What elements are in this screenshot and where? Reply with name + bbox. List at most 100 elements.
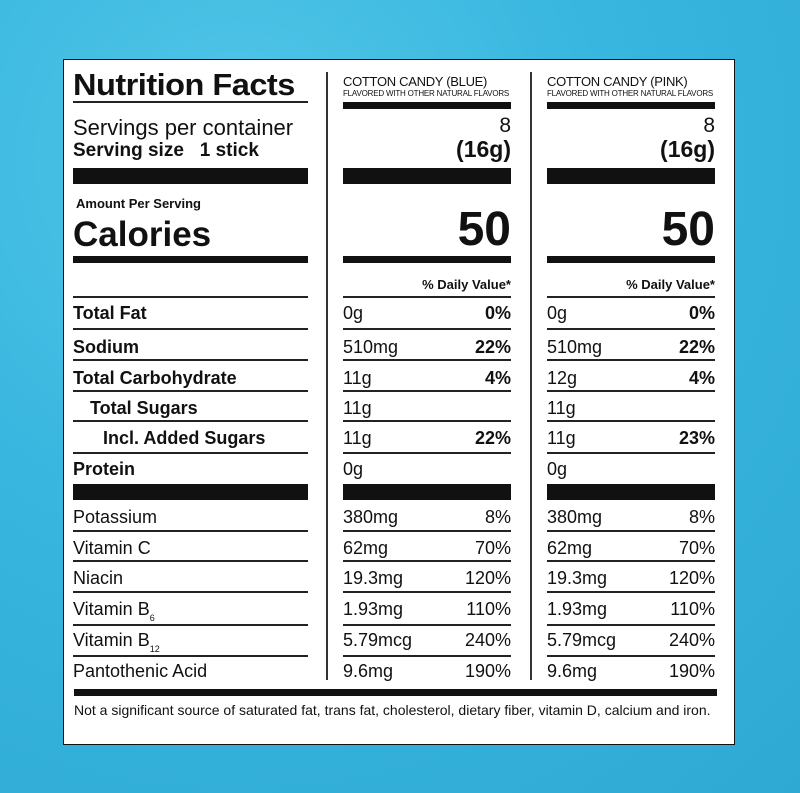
servings-value: 8	[499, 114, 511, 137]
divider	[343, 328, 511, 330]
divider	[73, 296, 308, 298]
divider	[73, 420, 308, 422]
daily-value-header: % Daily Value*	[422, 277, 511, 292]
thick-bar	[73, 256, 308, 263]
vitamin-daily-value: 70%	[474, 538, 511, 558]
nutrient-amount: 510mg	[547, 337, 603, 357]
divider	[547, 655, 715, 657]
divider	[73, 530, 308, 532]
vitamin-daily-value: 120%	[464, 568, 511, 588]
product-column-pink: COTTON CANDY (PINK) FLAVORED WITH OTHER …	[547, 74, 715, 98]
calories-value: 50	[661, 203, 715, 256]
thick-bar	[343, 102, 511, 109]
daily-value-header: % Daily Value*	[626, 277, 715, 292]
calories-label: Calories	[73, 215, 212, 254]
vitamin-amount: 62mg	[343, 538, 389, 558]
divider	[547, 296, 715, 298]
divider	[343, 655, 511, 657]
servings-value: 8	[703, 114, 715, 137]
vitamin-daily-value: 240%	[464, 630, 511, 650]
divider	[73, 655, 308, 657]
nutrient-daily-value: 22%	[474, 337, 511, 357]
divider	[343, 420, 511, 422]
vitamin-amount: 9.6mg	[343, 661, 394, 681]
thick-bar	[73, 484, 308, 500]
vitamin-amount: 380mg	[547, 507, 603, 527]
serving-size-grams: (16g)	[660, 136, 715, 162]
thick-bar	[547, 102, 715, 109]
vitamin-daily-value: 240%	[668, 630, 715, 650]
vitamin-name: Vitamin B	[73, 630, 150, 650]
vitamin-name: Vitamin B	[73, 599, 150, 619]
footnote: Not a significant source of saturated fa…	[74, 702, 711, 718]
divider	[547, 624, 715, 626]
divider	[343, 296, 511, 298]
nutrient-amount: 11g	[343, 428, 372, 448]
divider	[547, 452, 715, 454]
nutrient-label: Total Fat	[73, 303, 147, 323]
vitamin-daily-value: 110%	[670, 599, 715, 619]
vitamin-amount: 9.6mg	[547, 661, 598, 681]
nutrient-daily-value: 22%	[474, 428, 511, 448]
vitamin-daily-value: 190%	[464, 661, 511, 681]
vitamin-daily-value: 8%	[484, 507, 511, 527]
divider	[343, 624, 511, 626]
nutrient-amount: 0g	[547, 459, 568, 479]
label-title: Nutrition Facts	[73, 67, 295, 102]
calories-value: 50	[457, 203, 511, 256]
vitamin-label: Niacin	[73, 568, 308, 588]
vitamin-label: Vitamin B12	[73, 630, 308, 659]
nutrient-amount: 11g	[343, 398, 372, 418]
divider	[343, 530, 511, 532]
nutrient-daily-value: 0%	[688, 303, 715, 323]
nutrient-label: Total Carbohydrate	[73, 368, 237, 388]
product-subtitle: FLAVORED WITH OTHER NATURAL FLAVORS	[547, 89, 714, 98]
vitamin-name: Potassium	[73, 507, 158, 527]
nutrient-amount: 11g	[343, 368, 372, 388]
vitamin-name: Pantothenic Acid	[73, 661, 208, 681]
vitamin-name: Niacin	[73, 568, 124, 588]
vitamin-subscript: 6	[149, 613, 155, 623]
nutrient-label: Incl. Added Sugars	[103, 428, 266, 448]
divider	[547, 420, 715, 422]
nutrient-amount: 11g	[547, 428, 576, 448]
divider	[547, 328, 715, 330]
servings-label: Servings per container	[73, 115, 294, 140]
divider	[73, 624, 308, 626]
nutrient-daily-value: 22%	[678, 337, 715, 357]
divider	[73, 452, 308, 454]
divider	[73, 390, 308, 392]
divider	[343, 359, 511, 361]
column-divider	[530, 72, 532, 680]
amount-per-serving: Amount Per Serving	[76, 196, 201, 211]
vitamin-daily-value: 120%	[668, 568, 715, 588]
vitamin-amount: 19.3mg	[343, 568, 404, 588]
divider	[343, 452, 511, 454]
nutrient-daily-value: 4%	[688, 368, 715, 388]
thick-bar	[343, 256, 511, 263]
vitamin-amount: 5.79mcg	[343, 630, 413, 650]
vitamin-amount: 1.93mg	[343, 599, 404, 619]
serving-size-text: Serving size	[73, 140, 184, 161]
vitamin-daily-value: 70%	[678, 538, 715, 558]
divider	[73, 101, 308, 103]
vitamin-daily-value: 190%	[668, 661, 715, 681]
nutrient-label: Sodium	[73, 337, 139, 357]
thick-bar	[547, 256, 715, 263]
divider	[73, 359, 308, 361]
vitamin-amount: 62mg	[547, 538, 593, 558]
thick-bar	[343, 484, 511, 500]
nutrient-amount: 12g	[547, 368, 578, 388]
vitamin-daily-value: 8%	[688, 507, 715, 527]
nutrient-amount: 11g	[547, 398, 576, 418]
product-name: COTTON CANDY (PINK)	[547, 74, 688, 89]
divider	[73, 560, 308, 562]
nutrient-amount: 0g	[547, 303, 568, 323]
nutrient-amount: 510mg	[343, 337, 399, 357]
thick-bar	[343, 168, 511, 184]
divider	[547, 591, 715, 593]
divider	[73, 591, 308, 593]
product-column-blue: COTTON CANDY (BLUE) FLAVORED WITH OTHER …	[343, 74, 511, 98]
nutrient-amount: 0g	[343, 303, 364, 323]
vitamin-daily-value: 110%	[466, 599, 511, 619]
